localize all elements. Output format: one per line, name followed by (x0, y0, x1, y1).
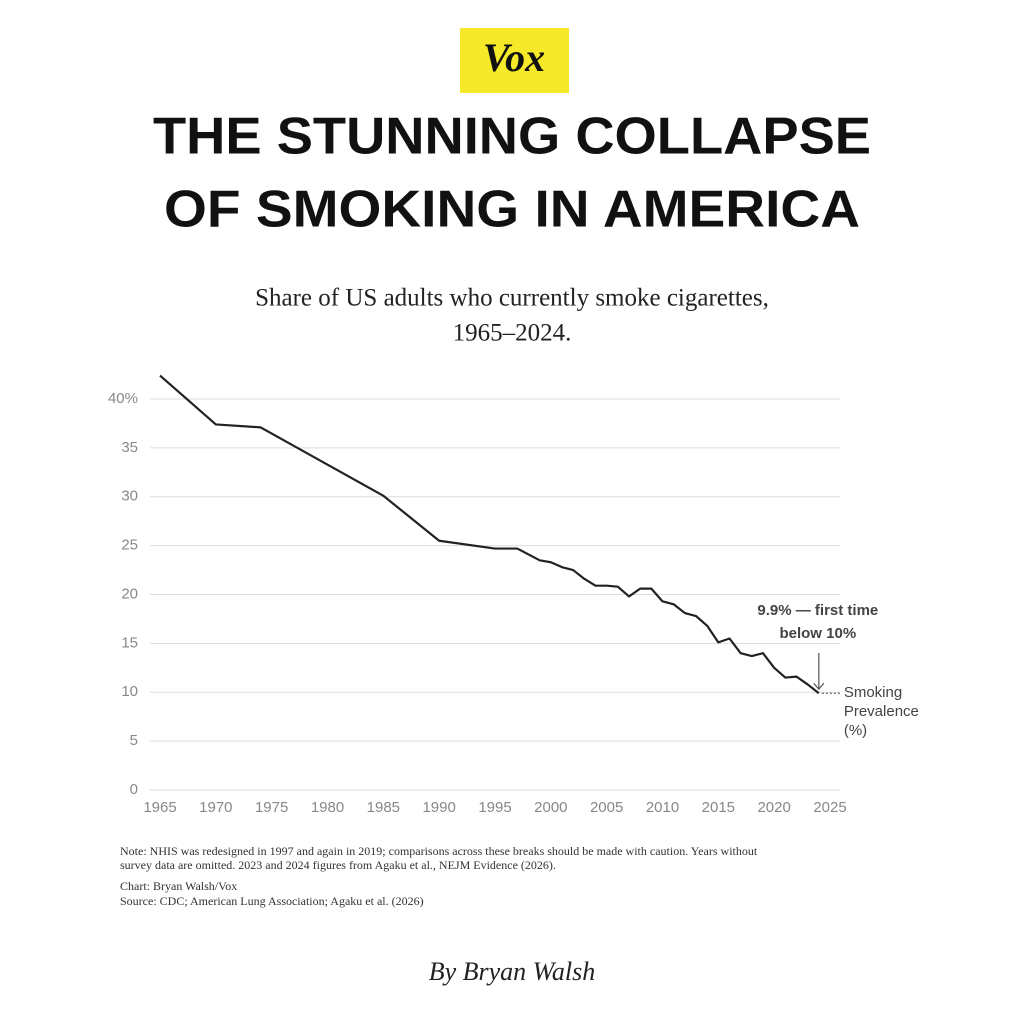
y-tick-label: 20 (121, 585, 138, 602)
source: Source: CDC; American Lung Association; … (120, 894, 424, 908)
y-tick-label: 30 (121, 488, 138, 505)
x-tick-label: 1985 (367, 799, 400, 816)
x-tick-label: 1990 (422, 799, 455, 816)
x-tick-label: 1980 (311, 799, 344, 816)
line (159, 374, 820, 695)
x-tick-label: 1965 (143, 799, 176, 816)
annotation-arrow (813, 653, 825, 691)
x-tick-label: 2025 (813, 799, 846, 816)
title: THE STUNNING COLLAPSE (153, 108, 871, 166)
subtitle: Share of US adults who currently smoke c… (255, 285, 769, 312)
series-label: Prevalence (844, 703, 919, 720)
logo: Vox (483, 35, 545, 80)
y-tick-label: 5 (130, 732, 138, 749)
annotation: below 10% (779, 625, 856, 642)
annotation: 9.9% — first time (757, 602, 878, 619)
series-label: (%) (844, 722, 867, 739)
note: survey data are omitted. 2023 and 2024 f… (120, 858, 556, 872)
x-tick-label: 1995 (478, 799, 511, 816)
byline: By Bryan Walsh (429, 957, 596, 986)
subtitle: 1965–2024. (453, 320, 572, 347)
x-tick-label: 1970 (199, 799, 232, 816)
title: OF SMOKING IN AMERICA (164, 181, 860, 239)
x-tick-label: 2000 (534, 799, 567, 816)
y-tick-label: 15 (121, 634, 138, 651)
y-tick-label: 35 (121, 439, 138, 456)
x-tick-label: 2005 (590, 799, 623, 816)
y-tick-label: 40% (108, 390, 138, 407)
logo-box (460, 28, 569, 93)
y-tick-label: 0 (130, 781, 138, 798)
y-tick-label: 25 (121, 537, 138, 554)
y-tick-label: 10 (121, 683, 138, 700)
x-tick-label: 2015 (702, 799, 735, 816)
note: Note: NHIS was redesigned in 1997 and ag… (120, 844, 758, 858)
x-tick-label: 1975 (255, 799, 288, 816)
series-label: Smoking (844, 684, 902, 701)
x-tick-label: 2020 (757, 799, 790, 816)
x-tick-label: 2010 (646, 799, 679, 816)
credit: Chart: Bryan Walsh/Vox (120, 879, 237, 893)
